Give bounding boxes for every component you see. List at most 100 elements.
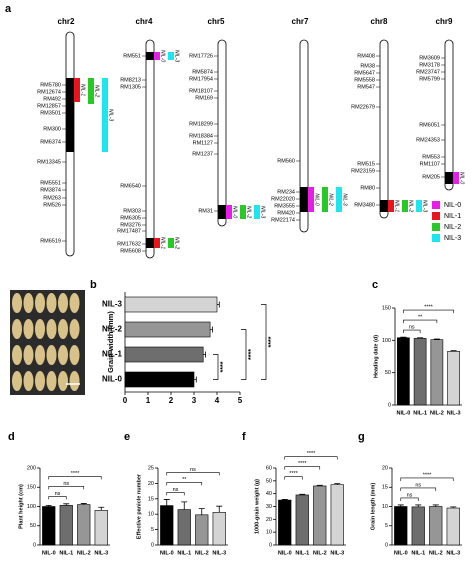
bar bbox=[195, 514, 209, 546]
error-bar bbox=[181, 501, 188, 510]
grain bbox=[69, 319, 80, 339]
significance-label: ns bbox=[173, 487, 179, 493]
segment bbox=[226, 205, 232, 219]
category-label: NIL-3 bbox=[447, 410, 461, 416]
bar bbox=[212, 512, 226, 546]
category-label: NIL-2 bbox=[313, 550, 327, 556]
y-axis-label: Plant height (cm) bbox=[18, 484, 24, 529]
category-label: NIL-3 bbox=[330, 550, 344, 556]
bar bbox=[124, 346, 204, 363]
y-tick-label: 0 bbox=[388, 402, 391, 408]
marker-label: RM560 bbox=[277, 158, 295, 164]
grain bbox=[12, 371, 22, 391]
category-label: NIL-3 bbox=[102, 300, 123, 309]
marker-label: RM526 bbox=[43, 202, 61, 208]
marker-label: RM18299 bbox=[189, 121, 213, 127]
grain bbox=[69, 371, 80, 391]
error-bar bbox=[203, 351, 206, 358]
error-bar bbox=[450, 506, 457, 509]
marker-label: RM1107 bbox=[420, 161, 440, 167]
y-tick-label: 20 bbox=[266, 517, 272, 523]
significance-label: ns bbox=[63, 481, 69, 487]
error-bar bbox=[432, 504, 439, 507]
marker-label: RM263 bbox=[43, 195, 61, 201]
segment-label: NIL-2 bbox=[246, 206, 252, 218]
significance-label: **** bbox=[248, 349, 255, 360]
grain bbox=[46, 319, 57, 339]
segment bbox=[88, 78, 94, 104]
introgression-region bbox=[300, 187, 308, 212]
introgression-region bbox=[445, 172, 453, 184]
segment-label: NIL-1 bbox=[394, 200, 400, 212]
marker-label: RM420 bbox=[277, 210, 295, 216]
marker-label: RM3555 bbox=[274, 203, 295, 209]
significance-bracket bbox=[48, 486, 85, 490]
y-tick-label: 0 bbox=[151, 542, 154, 548]
chromosome-name: chr5 bbox=[208, 17, 225, 26]
bar bbox=[278, 499, 292, 546]
chromosome-name: chr2 bbox=[58, 17, 75, 26]
y-tick-label: 50 bbox=[30, 523, 36, 529]
error-bar bbox=[415, 504, 422, 507]
y-tick-label: 150 bbox=[27, 485, 36, 491]
marker-label: RM12674 bbox=[37, 89, 61, 95]
grain bbox=[12, 345, 22, 365]
significance-label: **** bbox=[423, 472, 432, 478]
y-tick-label: 150 bbox=[382, 305, 391, 311]
error-bar bbox=[450, 350, 457, 352]
marker-label: RM6374 bbox=[40, 139, 61, 145]
grain bbox=[46, 293, 57, 313]
significance-bracket bbox=[403, 309, 454, 314]
panel-letter: b bbox=[90, 279, 97, 291]
category-label: NIL-1 bbox=[411, 550, 425, 556]
significance-bracket bbox=[284, 456, 338, 460]
significance-bracket bbox=[261, 304, 267, 380]
significance-label: **** bbox=[289, 471, 298, 477]
significance-bracket bbox=[213, 354, 219, 380]
marker-label: RM6540 bbox=[120, 183, 141, 189]
significance-bracket bbox=[400, 487, 437, 491]
significance-label: ns bbox=[190, 467, 196, 473]
chromosome-name: chr8 bbox=[371, 17, 388, 26]
marker-label: RM3501 bbox=[40, 110, 61, 116]
significance-label: ** bbox=[182, 477, 187, 483]
marker-label: RM515 bbox=[357, 161, 375, 167]
significance-bracket bbox=[166, 482, 203, 486]
category-label: NIL-1 bbox=[59, 550, 73, 556]
marker-label: RM22174 bbox=[271, 217, 295, 223]
grain bbox=[69, 293, 80, 313]
segment-label: NIL-0 bbox=[232, 206, 238, 218]
marker-label: RM17632 bbox=[117, 241, 141, 247]
marker-label: RM12857 bbox=[37, 103, 61, 109]
bar bbox=[394, 506, 408, 546]
x-tick-label: 5 bbox=[238, 396, 243, 405]
significance-bracket bbox=[241, 329, 247, 380]
marker-label: RM17726 bbox=[189, 53, 213, 59]
category-label: NIL-0 bbox=[397, 410, 411, 416]
error-bar bbox=[281, 499, 288, 501]
category-label: NIL-0 bbox=[42, 550, 56, 556]
chromosome-name: chr9 bbox=[436, 17, 453, 26]
marker-label: RM553 bbox=[422, 154, 440, 160]
marker-label: RM31 bbox=[198, 208, 213, 214]
y-tick-label: 100 bbox=[382, 338, 391, 344]
category-label: NIL-1 bbox=[102, 350, 123, 359]
segment-label: NIL-3 bbox=[260, 206, 266, 218]
bar bbox=[446, 507, 460, 546]
significance-bracket bbox=[284, 466, 321, 470]
marker-label: RM3609 bbox=[419, 55, 440, 61]
marker-label: RM17487 bbox=[117, 228, 141, 234]
grain-photo bbox=[10, 290, 85, 395]
error-bar bbox=[198, 508, 205, 515]
marker-label: RM18384 bbox=[189, 133, 213, 139]
x-axis-label: Grain width (mm) bbox=[106, 311, 115, 373]
error-bar bbox=[163, 499, 170, 506]
grain bbox=[12, 319, 22, 339]
segment-label: NIL-0 bbox=[314, 193, 320, 205]
marker-label: RM234 bbox=[277, 189, 295, 195]
bar bbox=[397, 337, 410, 406]
category-label: NIL-2 bbox=[430, 410, 444, 416]
error-bar bbox=[400, 336, 407, 338]
segment bbox=[416, 200, 422, 212]
segment-label: NIL-0 bbox=[160, 50, 166, 62]
